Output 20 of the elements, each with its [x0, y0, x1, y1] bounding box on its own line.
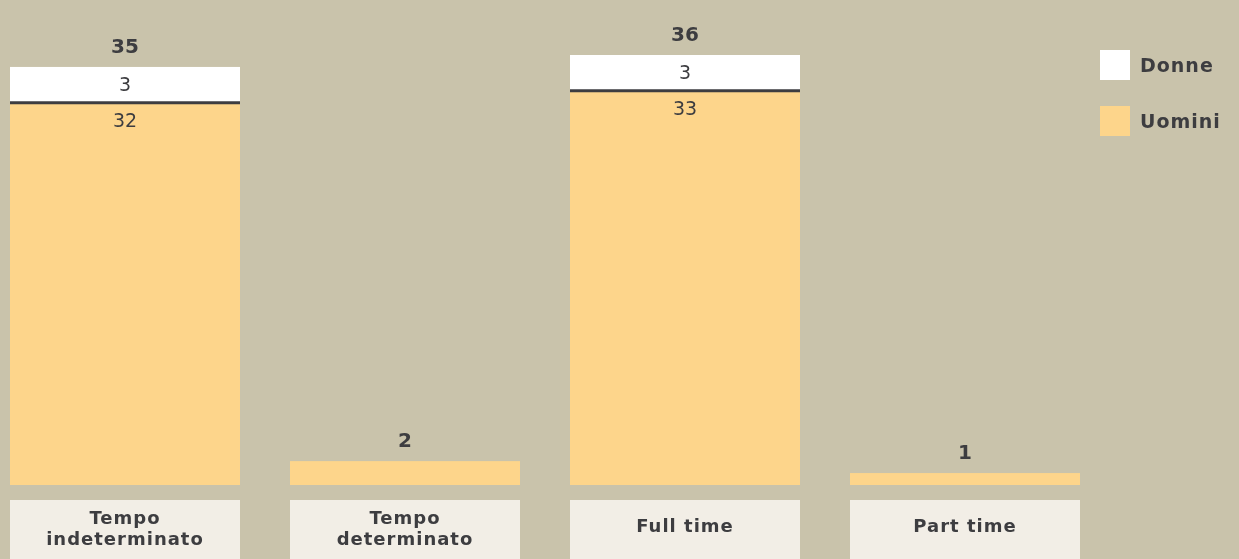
legend-label: Donne — [1140, 54, 1214, 76]
data-label: 3 — [678, 61, 692, 83]
bar — [850, 473, 1080, 485]
x-tick-label: Tempo indeterminato — [46, 507, 204, 549]
data-label: 3 — [118, 72, 132, 95]
x-tick-label: Full time — [636, 515, 734, 536]
legend-label: Uomini — [1140, 110, 1221, 132]
bar — [10, 66, 240, 103]
total-label: 35 — [111, 33, 139, 58]
bar — [570, 90, 800, 485]
data-label: 32 — [112, 108, 138, 131]
total-label: 2 — [398, 428, 412, 453]
bar — [10, 102, 240, 485]
x-tick-label: Tempo determinato — [336, 507, 474, 549]
bar — [570, 55, 800, 91]
x-tick-label: Part time — [913, 515, 1017, 536]
data-label: 33 — [672, 96, 698, 119]
total-label: 36 — [671, 22, 699, 46]
bar — [290, 461, 520, 485]
total-label: 1 — [958, 440, 972, 465]
